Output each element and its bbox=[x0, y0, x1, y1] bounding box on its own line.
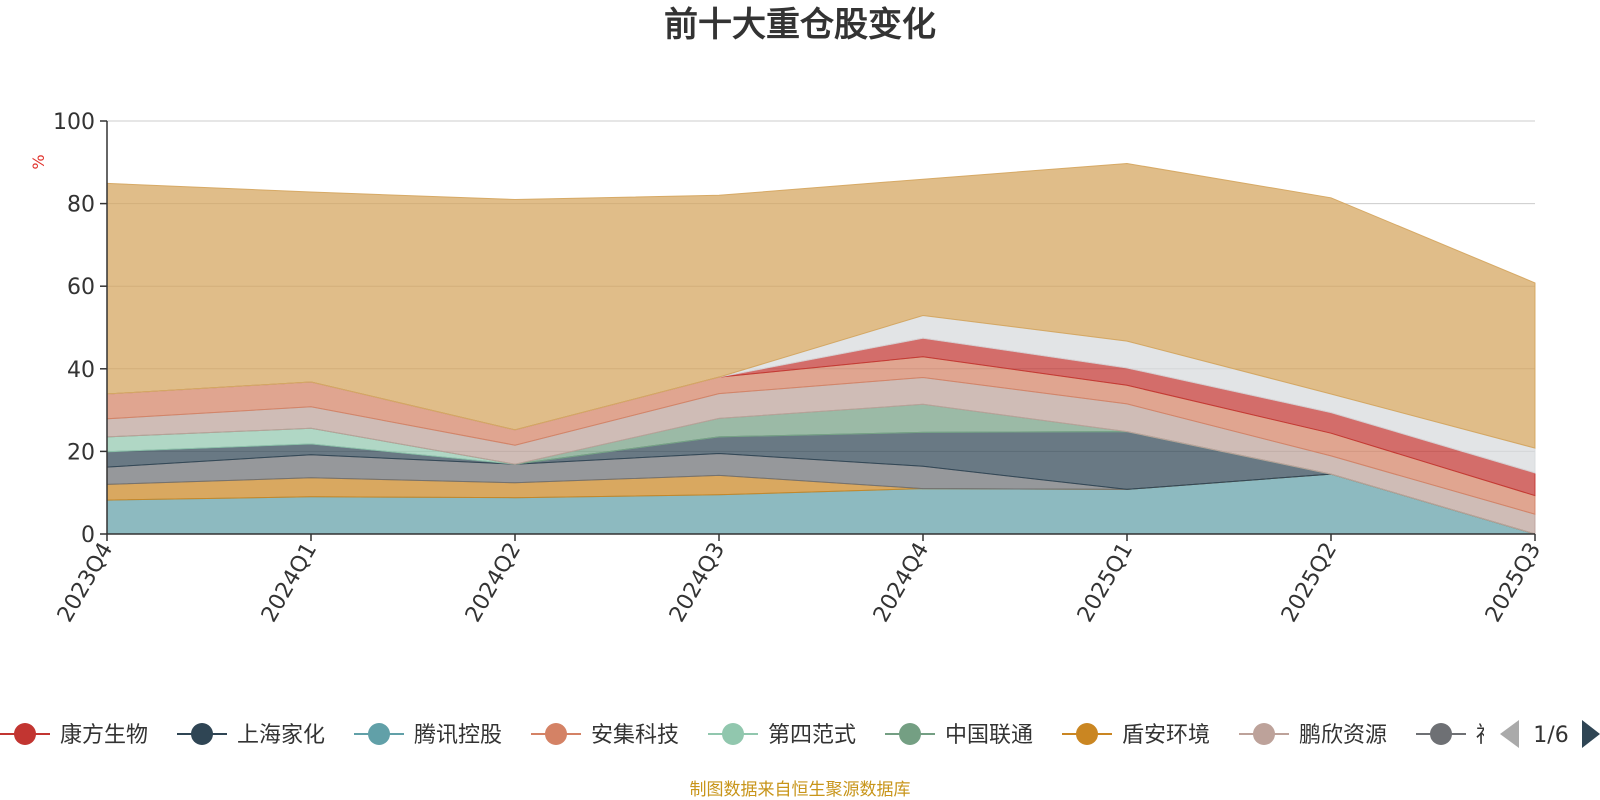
legend-item-label: 康方生物 bbox=[60, 723, 148, 748]
x-tick-label: 2024Q4 bbox=[869, 539, 934, 627]
y-tick-label: 0 bbox=[81, 523, 95, 548]
x-tick-label: 2024Q3 bbox=[665, 539, 730, 627]
legend-item[interactable]: 中国联通 bbox=[885, 723, 1033, 748]
legend-item-label: 腾讯控股 bbox=[414, 723, 502, 748]
y-tick-label: 20 bbox=[67, 440, 95, 465]
legend-item-label: 第四范式 bbox=[768, 723, 856, 748]
legend-item-label: 鹏欣资源 bbox=[1299, 723, 1387, 748]
area-series-10 bbox=[106, 162, 1536, 449]
legend-item-label: 福耀玻璃 bbox=[1476, 723, 1564, 748]
x-tick-label: 2024Q2 bbox=[461, 539, 526, 627]
legend-item[interactable]: 福耀玻璃 bbox=[1416, 723, 1564, 748]
area-series bbox=[106, 162, 1536, 535]
legend-item[interactable]: 上海家化 bbox=[177, 723, 325, 748]
y-tick-label: 60 bbox=[67, 275, 95, 300]
legend-items: 康方生物 上海家化 腾讯控股 安集科技 第四范式 中国联通 盾安环境 鹏欣资源 福耀玻璃 bbox=[0, 723, 1564, 748]
y-tick-label: 40 bbox=[67, 358, 95, 383]
legend-item-label: 中国联通 bbox=[945, 723, 1033, 748]
y-tick-label: 100 bbox=[53, 110, 95, 135]
legend-item[interactable]: 腾讯控股 bbox=[354, 723, 502, 748]
legend-item-label: 盾安环境 bbox=[1122, 723, 1210, 748]
legend-item-label: 安集科技 bbox=[591, 723, 679, 748]
legend-next-arrow[interactable] bbox=[1582, 720, 1600, 748]
legend-item[interactable]: 鹏欣资源 bbox=[1239, 723, 1387, 748]
legend-prev-arrow[interactable] bbox=[1500, 720, 1519, 748]
legend-item[interactable]: 安集科技 bbox=[531, 723, 679, 748]
legend-item-label: 上海家化 bbox=[237, 723, 325, 748]
legend-item[interactable]: 盾安环境 bbox=[1062, 723, 1210, 748]
legend-item[interactable]: 第四范式 bbox=[708, 723, 856, 748]
chart-title: 前十大重仓股变化 bbox=[664, 5, 936, 45]
source-note: 制图数据来自恒生聚源数据库 bbox=[690, 780, 911, 800]
x-tick-label: 2023Q4 bbox=[53, 539, 118, 627]
legend-page-indicator: 1/6 bbox=[1533, 723, 1568, 748]
x-tick-label: 2025Q2 bbox=[1277, 539, 1342, 627]
x-tick-label: 2024Q1 bbox=[257, 539, 322, 627]
x-tick-label: 2025Q1 bbox=[1073, 539, 1138, 627]
legend-item[interactable]: 康方生物 bbox=[0, 723, 148, 748]
x-tick-label: 2025Q3 bbox=[1481, 539, 1546, 627]
y-tick-label: 80 bbox=[67, 193, 95, 218]
y-axis-unit-label: % bbox=[29, 154, 48, 169]
